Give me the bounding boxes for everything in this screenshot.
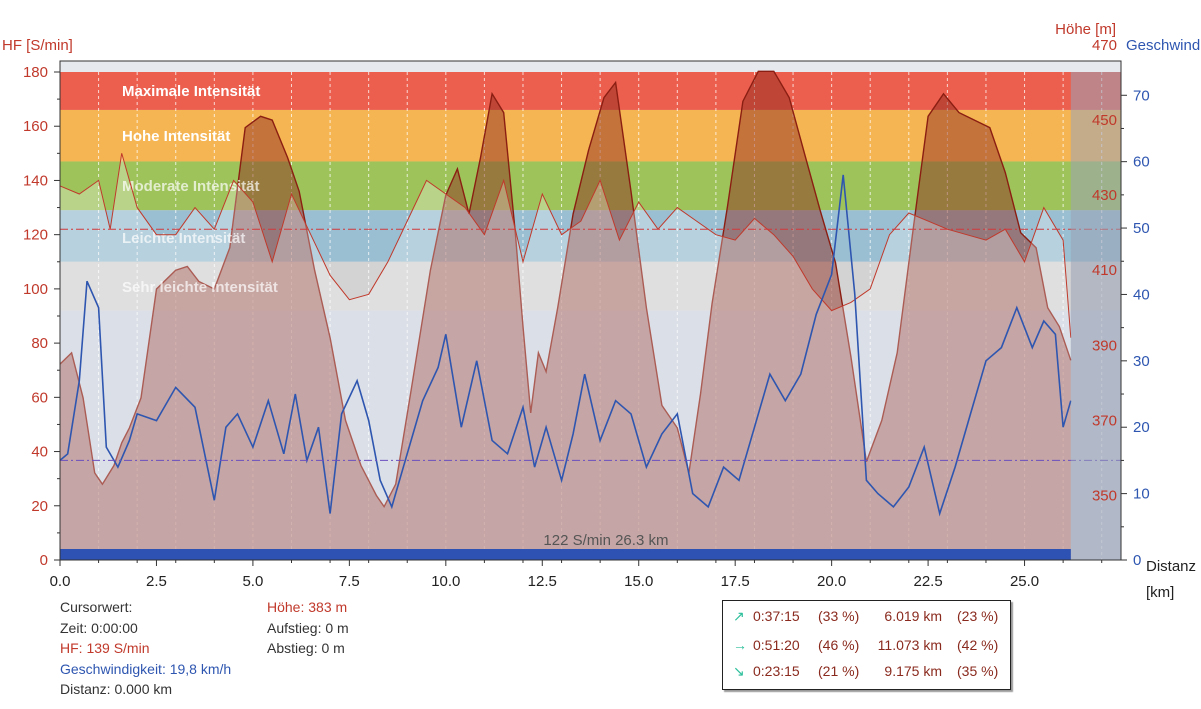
summary-row-flat: → 0:51:20 (46 %) 11.073 km (42 %) <box>723 634 1010 656</box>
elevation-value: Höhe: 383 m <box>267 599 348 615</box>
elevation-axis-label: Höhe [m] <box>1055 21 1116 38</box>
summary-row-ascent: ↗ 0:37:15 (33 %) 6.019 km (23 %) <box>723 605 1010 627</box>
zone-band <box>60 161 1121 211</box>
summary-time-pct: (33 %) <box>818 608 860 624</box>
hr-tick-label: 0 <box>40 552 48 569</box>
summary-time-pct: (46 %) <box>818 637 860 653</box>
speed-tick-label: 70 <box>1133 87 1150 104</box>
descent-value: Abstieg: 0 m <box>267 640 345 656</box>
hr-tick-label: 120 <box>23 227 48 244</box>
zone-label: Hohe Intensität <box>122 128 230 145</box>
speed-tick-label: 10 <box>1133 486 1150 503</box>
x-tick-label: 5.0 <box>242 573 263 590</box>
distance-bar <box>60 549 1071 560</box>
zone-band <box>60 109 1121 162</box>
elevation-area <box>60 71 1071 561</box>
zone-label: Sehr leichte Intensität <box>122 279 278 296</box>
summary-dist-pct: (42 %) <box>957 637 999 653</box>
arrow-down-right-icon: ↘ <box>733 663 745 679</box>
speed-tick-label: 40 <box>1133 286 1150 303</box>
speed-tick-label: 30 <box>1133 353 1150 370</box>
summary-dist: 11.073 km <box>877 637 942 653</box>
plot-top-band <box>60 61 1121 72</box>
x-tick-label: 17.5 <box>721 573 750 590</box>
plot-frame <box>59 60 1122 561</box>
x-tick-label: 20.0 <box>817 573 846 590</box>
hr-axis-label: HF [S/min] <box>2 37 73 54</box>
hr-tick-label: 160 <box>23 118 48 135</box>
cursor-time: Zeit: 0:00:00 <box>60 619 138 636</box>
summary-dist: 9.175 km <box>884 663 942 679</box>
cursor-title: Cursorwert: <box>60 599 133 615</box>
elevation-line <box>59 70 1072 509</box>
cursor-distance: Distanz: 0.000 km <box>60 681 173 697</box>
zone-band <box>60 72 1121 110</box>
x-tick-label: 22.5 <box>913 573 942 590</box>
summary-dist-pct: (35 %) <box>957 663 999 679</box>
summary-time: 0:23:15 <box>753 663 800 679</box>
summary-time: 0:51:20 <box>753 637 800 653</box>
arrow-up-right-icon: ↗ <box>733 608 745 624</box>
zone-label: Leichte Intensität <box>122 230 245 247</box>
summary-dist: 6.019 km <box>884 608 942 624</box>
speed-tick-label: 0 <box>1133 552 1141 569</box>
speed-tick-label: 50 <box>1133 220 1150 237</box>
hr-tick-label: 180 <box>23 64 48 81</box>
elevation-tick-label: 450 <box>1092 112 1117 129</box>
x-axis-unit: [km] <box>1146 584 1174 601</box>
zone-band <box>60 210 1121 262</box>
hr-tick-label: 80 <box>31 335 48 352</box>
elevation-tick-label: 370 <box>1092 412 1117 429</box>
speed-line <box>59 174 1072 517</box>
summary-dist-pct: (23 %) <box>957 608 999 624</box>
elevation-tick-label: 470 <box>1092 37 1117 54</box>
speed-axis-label: Geschwind <box>1126 37 1200 54</box>
ascent-summary-box: ↗ 0:37:15 (33 %) 6.019 km (23 %) → 0:51:… <box>722 600 1011 690</box>
x-axis-label: Distanz <box>1146 558 1196 575</box>
elevation-tick-label: 410 <box>1092 262 1117 279</box>
x-tick-label: 15.0 <box>624 573 653 590</box>
cursor-label: 122 S/min 26.3 km <box>543 532 668 549</box>
cursor-info-panel: Cursorwert: Zeit: 0:00:00 HF: 139 S/min … <box>60 597 231 700</box>
zone-label: Moderate Intensität <box>122 178 260 195</box>
hr-tick-label: 40 <box>31 444 48 461</box>
zone-label: Maximale Intensität <box>122 83 260 100</box>
x-tick-label: 0.0 <box>50 573 71 590</box>
zone-below <box>60 310 1121 560</box>
arrow-right-icon: → <box>733 637 747 653</box>
hr-tick-label: 140 <box>23 172 48 189</box>
zone-band <box>60 261 1121 311</box>
hr-area <box>60 153 1071 561</box>
ascent-value: Aufstieg: 0 m <box>267 619 349 636</box>
hr-tick-label: 20 <box>31 498 48 515</box>
x-tick-label: 7.5 <box>339 573 360 590</box>
speed-tick-label: 60 <box>1133 154 1150 171</box>
elevation-tick-label: 350 <box>1092 487 1117 504</box>
hr-tick-label: 60 <box>31 389 48 406</box>
hr-line <box>59 153 1072 338</box>
speed-tick-label: 20 <box>1133 419 1150 436</box>
cursor-hr: HF: 139 S/min <box>60 640 150 656</box>
x-tick-label: 2.5 <box>146 573 167 590</box>
elevation-tick-label: 430 <box>1092 187 1117 204</box>
summary-row-descent: ↘ 0:23:15 (21 %) 9.175 km (35 %) <box>723 660 1010 682</box>
cursor-speed: Geschwindigkeit: 19,8 km/h <box>60 660 232 677</box>
x-tick-label: 10.0 <box>431 573 460 590</box>
summary-time-pct: (21 %) <box>818 663 860 679</box>
elevation-tick-label: 390 <box>1092 337 1117 354</box>
x-tick-label: 25.0 <box>1010 573 1039 590</box>
elevation-info-panel: Höhe: 383 m Aufstieg: 0 m Abstieg: 0 m <box>267 597 349 659</box>
after-track-area <box>1070 72 1121 560</box>
summary-time: 0:37:15 <box>753 608 800 624</box>
x-tick-label: 12.5 <box>528 573 557 590</box>
hr-tick-label: 100 <box>23 281 48 298</box>
